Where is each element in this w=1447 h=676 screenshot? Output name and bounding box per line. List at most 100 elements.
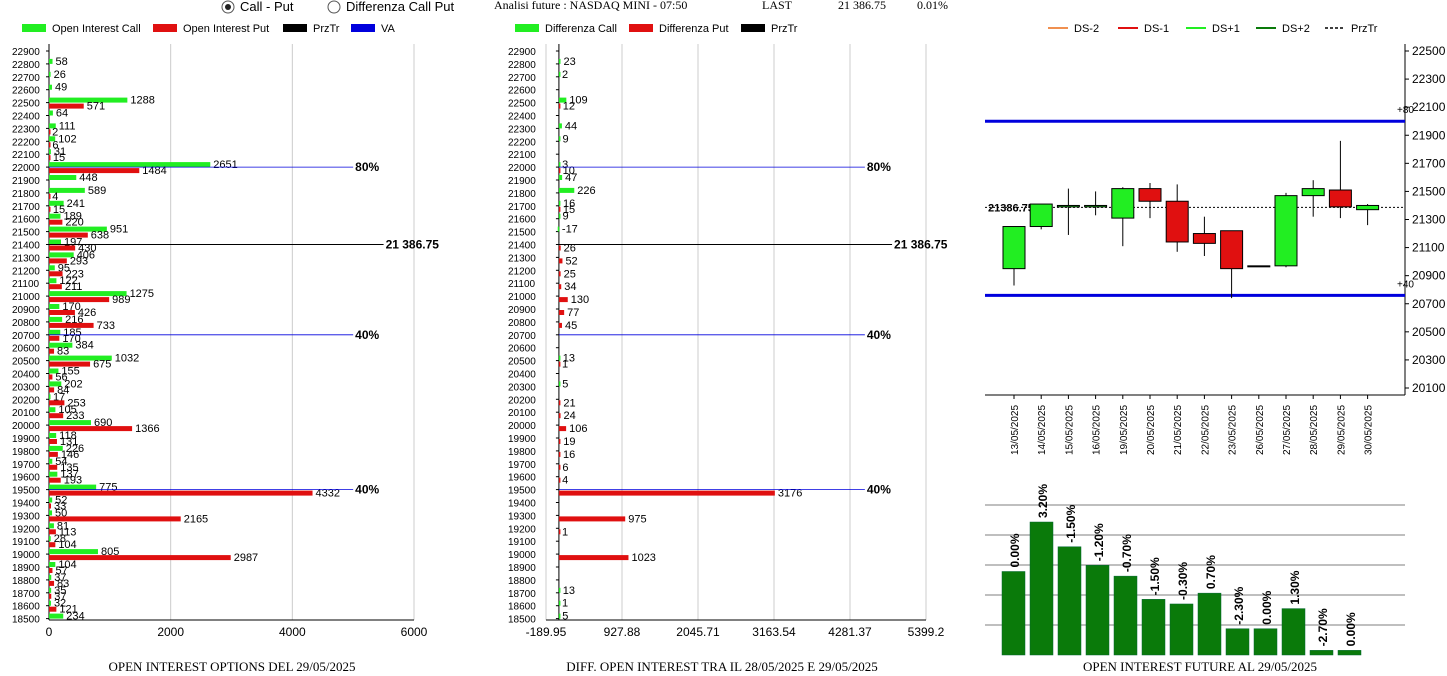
candle-body: [1165, 200, 1189, 243]
x-tick-label: 4000: [279, 625, 306, 639]
put-value-label: 4: [52, 191, 58, 203]
put-value-label: 77: [567, 307, 579, 319]
put-value-label: 56: [55, 372, 67, 384]
oi-diff-chart: -189.95 927.88 2045.71 3163.54 4281.37 5399.2…: [508, 23, 948, 674]
y-tick-label: 20100: [1412, 381, 1446, 395]
va-label: 40%: [867, 328, 891, 342]
call-value-label: 9: [563, 211, 569, 223]
put-value-label: 15: [53, 152, 65, 164]
put-bar: [558, 477, 561, 483]
put-value-label: 638: [91, 230, 109, 242]
legend-swatch: [515, 24, 539, 32]
date-label: 15/05/2025: [1064, 405, 1075, 455]
oi-bar: [1141, 599, 1166, 656]
candle-body: [1084, 204, 1108, 208]
strike-label: 18700: [12, 589, 40, 600]
strike-label: 22400: [12, 112, 40, 123]
put-bar: [558, 297, 568, 303]
strike-label: 19800: [12, 447, 40, 458]
put-value-label: 1366: [135, 423, 159, 435]
put-bar: [558, 258, 563, 264]
put-bar: [49, 580, 55, 586]
put-bar: [49, 193, 51, 199]
candle-body: [1301, 188, 1325, 197]
strike-label: 20800: [12, 318, 40, 329]
strike-label: 19200: [508, 524, 536, 535]
x-tick-label: 2045.71: [676, 625, 720, 639]
chart-legend: DS-2 DS-1 DS+1 DS+2 PrzTr: [1048, 23, 1378, 35]
date-label: 13/05/2025: [1010, 405, 1021, 455]
va-label: 40%: [867, 483, 891, 497]
put-value-label: 34: [564, 281, 576, 293]
x-tick-label: -189.95: [526, 625, 567, 639]
call-bar: [49, 58, 53, 64]
call-bar: [49, 562, 56, 567]
oi-change-label: -1.20%: [1092, 523, 1106, 561]
call-value-label: 28: [54, 533, 66, 545]
put-value-label: 426: [78, 307, 96, 319]
strike-label: 19400: [12, 499, 40, 510]
put-bar: [49, 142, 51, 148]
last-label: LAST: [762, 0, 793, 12]
oi-change-label: 1.30%: [1288, 570, 1302, 604]
candle-body: [1192, 233, 1216, 244]
legend-label: DS-2: [1074, 23, 1099, 35]
header-bar: Call - Put Differenza Call Put Analisi f…: [221, 0, 948, 14]
candle-body: [1220, 230, 1244, 270]
put-bar: [558, 245, 561, 251]
date-label: 23/05/2025: [1228, 405, 1239, 455]
put-bar: [558, 310, 565, 315]
strike-label: 22400: [508, 112, 536, 123]
strike-label: 22100: [12, 150, 40, 161]
put-bar: [558, 413, 561, 419]
legend-label: Open Interest Put: [183, 23, 269, 35]
call-value-label: 9: [563, 133, 569, 145]
put-bar: [49, 400, 65, 406]
put-bar: [558, 451, 561, 457]
strike-label: 21900: [508, 176, 536, 187]
oi-bar: [1225, 628, 1250, 656]
call-value-label: 185: [63, 327, 81, 339]
call-bar: [49, 239, 61, 245]
strike-label: 19200: [12, 524, 40, 535]
put-bar: [558, 284, 562, 290]
call-bar: [49, 497, 53, 503]
strike-label: 22000: [508, 163, 536, 174]
info-label: Analisi future : NASDAQ MINI - 07:50: [494, 0, 687, 12]
strike-label: 19800: [508, 447, 536, 458]
strike-label: 19100: [508, 537, 536, 548]
oi-change-label: -1.50%: [1148, 557, 1162, 595]
oi-change-label: -1.50%: [1064, 504, 1078, 542]
radio-call-put[interactable]: Call - Put: [221, 0, 294, 14]
strike-label: 20900: [508, 305, 536, 316]
call-value-label: 202: [64, 378, 82, 390]
call-value-label: 13: [563, 585, 575, 597]
strike-label: 21800: [12, 189, 40, 200]
call-value-label: 1: [562, 598, 568, 610]
put-bar: [49, 477, 61, 483]
put-bar: [49, 348, 55, 354]
candle-body: [1056, 204, 1080, 208]
strike-label: 21500: [508, 228, 536, 239]
strike-label: 19400: [508, 499, 536, 510]
radio-differenza[interactable]: Differenza Call Put: [327, 0, 455, 14]
put-bar: [49, 374, 53, 380]
strike-label: 22600: [12, 86, 40, 97]
strike-label: 18500: [508, 615, 536, 626]
call-bar: [49, 175, 77, 180]
oi-bar: [1029, 521, 1054, 656]
radio-button-icon[interactable]: [327, 0, 341, 14]
strike-label: 18500: [12, 615, 40, 626]
call-value-label: 64: [56, 108, 68, 120]
call-value-label: 241: [67, 198, 85, 210]
strike-label: 21500: [12, 228, 40, 239]
put-bar: [49, 297, 110, 303]
call-bar: [49, 484, 97, 490]
put-bar: [558, 490, 775, 496]
put-bar: [49, 103, 84, 109]
put-bar: [49, 542, 56, 548]
put-value-label: 104: [58, 539, 76, 551]
put-bar: [558, 400, 561, 406]
put-bar: [49, 568, 53, 573]
call-bar: [49, 381, 62, 387]
